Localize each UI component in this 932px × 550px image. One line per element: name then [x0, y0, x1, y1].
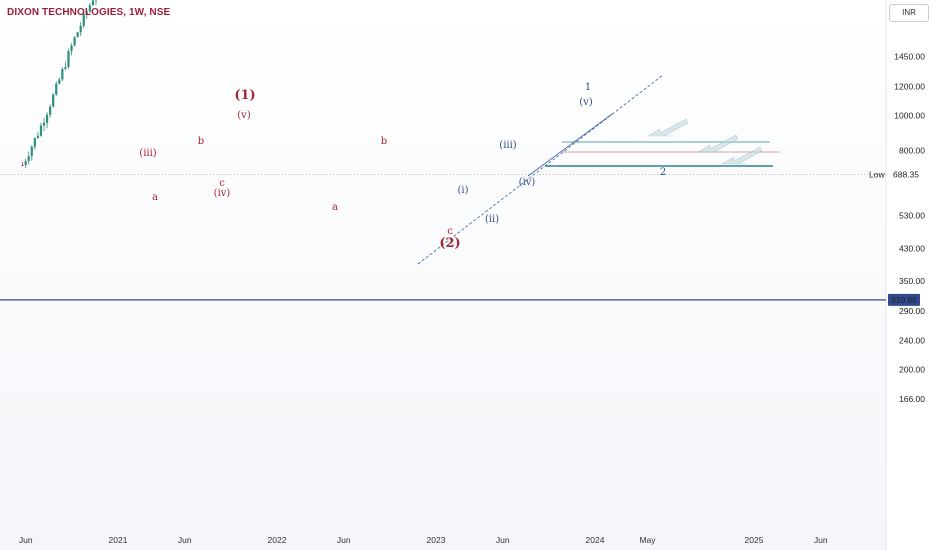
wave-label: b	[198, 136, 204, 147]
y-tick-label: 290.00	[899, 306, 925, 316]
y-tick-label: 1450.00	[894, 52, 925, 62]
x-tick-label: 2022	[268, 535, 287, 545]
wave-channel-trendline	[417, 74, 664, 265]
candle	[39, 125, 43, 136]
y-tick-label: 240.00	[899, 336, 925, 346]
low-tag-label: Low	[869, 169, 885, 179]
candle	[21, 165, 24, 167]
y-tick-label: 1000.00	[894, 110, 925, 120]
candle	[24, 161, 27, 166]
y-tick-label: 200.00	[899, 365, 925, 375]
arrow-shape	[720, 146, 763, 165]
wave-label: c	[447, 226, 453, 237]
candle	[45, 114, 49, 123]
candle	[58, 79, 61, 84]
candle	[91, 0, 95, 6]
candle	[73, 37, 76, 46]
support-price-tag	[888, 293, 920, 306]
wave-label: b	[381, 136, 387, 147]
x-tick-label: Jun	[496, 535, 510, 545]
wave-label: c	[219, 178, 225, 189]
wave-label: (v)	[237, 110, 251, 121]
wave-label: (iv)	[214, 188, 231, 199]
symbol-title: DIXON TECHNOLOGIES, 1W, NSE	[7, 7, 171, 18]
candle	[55, 83, 58, 95]
low-price-label: 688.35	[893, 169, 919, 179]
x-tick-label: 2025	[745, 535, 764, 545]
candle	[30, 146, 33, 157]
candle	[49, 106, 52, 115]
wave-label: (ii)	[485, 214, 499, 225]
x-tick-label: Jun	[814, 535, 828, 545]
candle	[27, 156, 30, 162]
wave-label: a	[332, 202, 338, 213]
y-tick-label: 1200.00	[894, 82, 925, 92]
currency-button[interactable]: INR	[889, 4, 929, 22]
wave-label: 1	[585, 82, 591, 93]
x-tick-label: 2024	[586, 535, 605, 545]
wave-label: (1)	[234, 88, 255, 103]
candle	[61, 68, 64, 80]
x-tick-label: Jun	[178, 535, 192, 545]
x-tick-label: Jun	[337, 535, 351, 545]
candle	[79, 25, 82, 33]
arrow-icon	[646, 118, 689, 137]
plot-area[interactable]	[0, 0, 886, 550]
candle	[70, 45, 73, 52]
wave-label: (iv)	[519, 177, 536, 188]
candles-group	[21, 0, 98, 168]
candle	[67, 51, 70, 68]
wave-label: (iii)	[139, 148, 156, 159]
candle	[36, 135, 39, 139]
y-tick-label: 800.00	[899, 146, 925, 156]
candle	[42, 122, 46, 126]
arrow-icon	[696, 134, 739, 153]
x-tick-label: 2021	[109, 535, 128, 545]
y-tick-label: 530.00	[899, 211, 925, 221]
wave-label: a	[152, 192, 158, 203]
wave-label: 2	[660, 167, 666, 178]
x-tick-label: May	[639, 535, 656, 545]
candle	[82, 14, 85, 26]
candle	[85, 11, 88, 15]
wave-label: (v)	[579, 97, 593, 108]
support-trendline	[527, 113, 613, 177]
arrow-icon	[720, 146, 763, 165]
candle	[52, 94, 55, 107]
wave-label: (i)	[457, 185, 468, 196]
candle	[88, 5, 91, 12]
arrow-shape	[646, 118, 689, 137]
x-tick-label: 2023	[427, 535, 446, 545]
wave-label: (iii)	[499, 140, 516, 151]
candle	[33, 138, 36, 147]
wave-label: (2)	[439, 236, 460, 251]
candle	[64, 67, 67, 69]
x-tick-label: Jun	[19, 535, 33, 545]
y-tick-label: 350.00	[899, 276, 925, 286]
candle	[76, 32, 79, 38]
support-price-label: 310.85	[891, 295, 917, 305]
arrow-shape	[696, 134, 739, 153]
y-tick-label: 430.00	[899, 244, 925, 254]
y-tick-label: 166.00	[899, 394, 925, 404]
